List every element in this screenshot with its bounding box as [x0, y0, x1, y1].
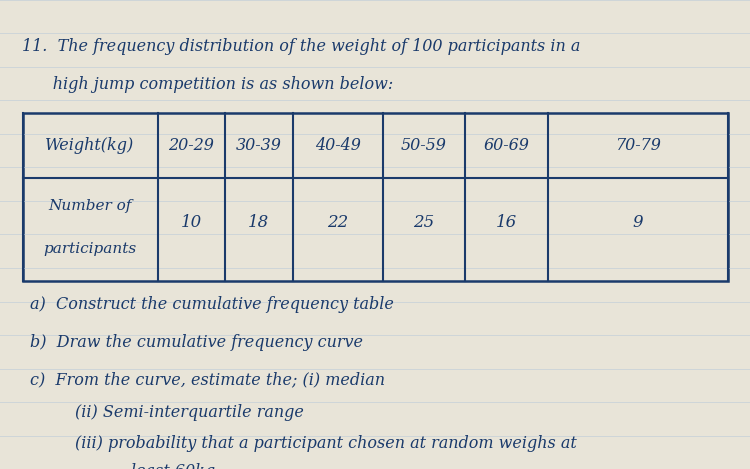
- Bar: [22, 113, 728, 281]
- Text: 70-79: 70-79: [614, 137, 661, 154]
- Text: least 60kg.: least 60kg.: [131, 463, 220, 469]
- Text: 30-39: 30-39: [236, 137, 282, 154]
- Text: 18: 18: [248, 214, 269, 231]
- Text: 22: 22: [327, 214, 348, 231]
- Text: high jump competition is as shown below:: high jump competition is as shown below:: [22, 76, 394, 93]
- Text: 60-69: 60-69: [483, 137, 530, 154]
- Text: 40-49: 40-49: [314, 137, 361, 154]
- Text: 10: 10: [181, 214, 202, 231]
- Text: c)  From the curve, estimate the; (i) median: c) From the curve, estimate the; (i) med…: [30, 371, 385, 388]
- Text: Number of: Number of: [48, 199, 132, 213]
- Text: 9: 9: [632, 214, 643, 231]
- Text: participants: participants: [44, 242, 136, 256]
- Text: Weight(kg): Weight(kg): [45, 137, 135, 154]
- Text: a)  Construct the cumulative frequency table: a) Construct the cumulative frequency ta…: [30, 296, 394, 313]
- Text: 16: 16: [496, 214, 517, 231]
- Text: 25: 25: [413, 214, 434, 231]
- Text: (ii) Semi-interquartile range: (ii) Semi-interquartile range: [75, 404, 304, 421]
- Text: 50-59: 50-59: [400, 137, 447, 154]
- Text: 11.  The frequency distribution of the weight of 100 participants in a: 11. The frequency distribution of the we…: [22, 38, 580, 55]
- Text: b)  Draw the cumulative frequency curve: b) Draw the cumulative frequency curve: [30, 334, 363, 351]
- Text: (iii) probability that a participant chosen at random weighs at: (iii) probability that a participant cho…: [75, 435, 577, 452]
- Text: 20-29: 20-29: [168, 137, 214, 154]
